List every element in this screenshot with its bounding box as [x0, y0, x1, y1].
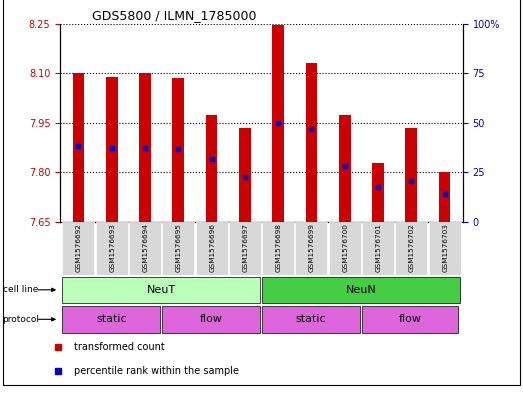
Text: NeuT: NeuT: [147, 285, 176, 295]
Text: flow: flow: [399, 314, 421, 324]
Text: GSM1576701: GSM1576701: [376, 223, 382, 272]
Bar: [362, 222, 394, 275]
Point: [407, 178, 415, 184]
Text: protocol: protocol: [3, 315, 40, 324]
Bar: [196, 222, 228, 275]
Point: [374, 184, 382, 191]
Bar: [395, 222, 427, 275]
Point: [208, 156, 216, 162]
Text: transformed count: transformed count: [74, 342, 165, 352]
Bar: [239, 128, 251, 222]
Point: [340, 163, 349, 169]
Point: [74, 143, 83, 149]
Point: [307, 126, 315, 132]
Text: GSM1576700: GSM1576700: [343, 223, 348, 272]
Text: GSM1576698: GSM1576698: [276, 223, 282, 272]
Text: NeuN: NeuN: [346, 285, 377, 295]
Text: GSM1576693: GSM1576693: [109, 223, 116, 272]
Point: [108, 145, 116, 151]
Bar: [96, 222, 128, 275]
Text: static: static: [296, 314, 326, 324]
Bar: [206, 114, 218, 222]
Bar: [339, 114, 350, 222]
Bar: [162, 222, 194, 275]
Text: GSM1576697: GSM1576697: [243, 223, 248, 272]
Bar: [139, 73, 151, 222]
Bar: [272, 25, 284, 222]
Text: GSM1576692: GSM1576692: [76, 223, 82, 272]
Bar: [106, 77, 118, 222]
Bar: [129, 222, 161, 275]
Point: [274, 120, 282, 126]
Bar: [62, 306, 161, 332]
Bar: [305, 63, 317, 222]
Bar: [173, 78, 184, 222]
Bar: [372, 163, 384, 222]
Text: GSM1576703: GSM1576703: [442, 223, 448, 272]
Bar: [295, 222, 327, 275]
Bar: [162, 306, 260, 332]
Text: GSM1576695: GSM1576695: [176, 223, 182, 272]
Bar: [73, 73, 84, 222]
Text: GSM1576699: GSM1576699: [309, 223, 315, 272]
Bar: [428, 222, 461, 275]
Text: percentile rank within the sample: percentile rank within the sample: [74, 366, 239, 376]
Bar: [405, 128, 417, 222]
Point: [174, 146, 183, 152]
Point: [141, 145, 149, 151]
Text: cell line: cell line: [3, 285, 38, 294]
Bar: [262, 222, 294, 275]
Bar: [262, 306, 360, 332]
Text: GDS5800 / ILMN_1785000: GDS5800 / ILMN_1785000: [93, 9, 257, 22]
Bar: [62, 277, 260, 303]
Point: [241, 174, 249, 180]
Text: GSM1576696: GSM1576696: [209, 223, 215, 272]
Bar: [439, 173, 450, 222]
Bar: [329, 222, 361, 275]
Text: GSM1576694: GSM1576694: [143, 223, 149, 272]
Text: flow: flow: [200, 314, 223, 324]
Text: static: static: [96, 314, 127, 324]
Bar: [362, 306, 458, 332]
Point: [440, 191, 449, 197]
Text: GSM1576702: GSM1576702: [409, 223, 415, 272]
Bar: [229, 222, 261, 275]
Bar: [262, 277, 460, 303]
Bar: [62, 222, 95, 275]
